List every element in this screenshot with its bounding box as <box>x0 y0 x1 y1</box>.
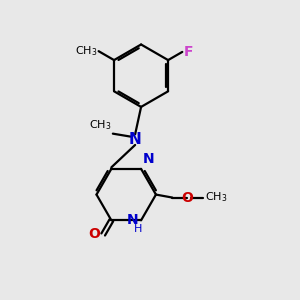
Text: CH$_3$: CH$_3$ <box>205 191 227 205</box>
Text: H: H <box>134 224 142 234</box>
Text: F: F <box>184 45 193 59</box>
Text: N: N <box>127 213 139 227</box>
Text: N: N <box>142 152 154 166</box>
Text: CH$_3$: CH$_3$ <box>75 44 97 58</box>
Text: CH$_3$: CH$_3$ <box>89 118 111 132</box>
Text: N: N <box>129 132 142 147</box>
Text: O: O <box>88 227 100 242</box>
Text: O: O <box>181 190 193 205</box>
